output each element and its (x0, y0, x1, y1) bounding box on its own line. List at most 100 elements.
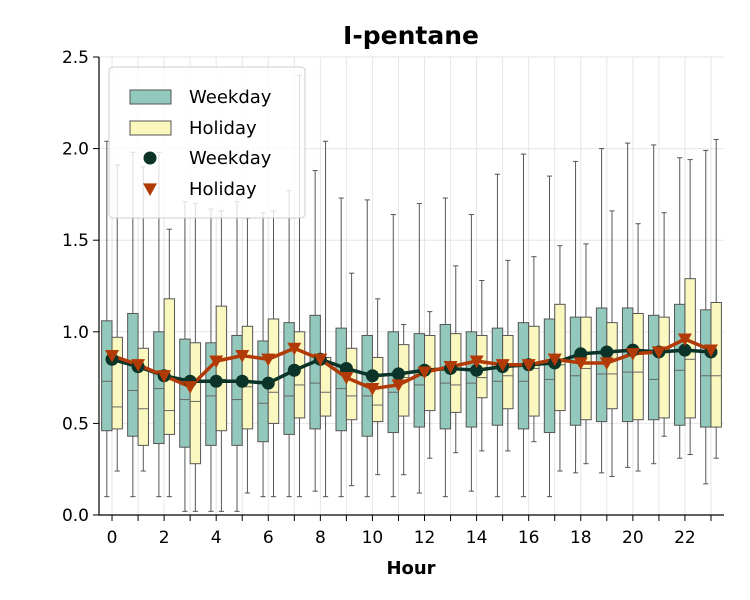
weekday-mean-point (339, 361, 353, 375)
holiday-mean-point (261, 353, 276, 367)
weekday-box (179, 201, 191, 512)
weekday-box (335, 197, 347, 498)
box-body (491, 327, 504, 426)
box-body (179, 338, 191, 448)
legend: Weekday Holiday Weekday Holiday (108, 66, 306, 219)
holiday-mean-point (573, 357, 588, 370)
box-body (700, 309, 712, 428)
box-body (710, 301, 722, 428)
weekday-box (595, 148, 608, 474)
weekday-mean-point (287, 363, 301, 377)
holiday-box (424, 311, 436, 459)
holiday-box (710, 138, 722, 459)
holiday-mean-point (209, 355, 224, 369)
box-body (153, 331, 165, 445)
x-tick-label: 18 (570, 528, 592, 548)
holiday-mean-point (131, 359, 146, 372)
holiday-mean-point (391, 379, 406, 392)
weekday-mean-point (470, 363, 484, 377)
holiday-mean-point (677, 333, 692, 347)
x-axis-label: Hour (386, 558, 435, 579)
weekday-box (465, 214, 478, 492)
holiday-mean-point (469, 355, 484, 369)
weekday-mean-point (600, 345, 614, 359)
box-body (189, 342, 202, 465)
holiday-box (345, 272, 358, 487)
y-tick-label: 2.0 (62, 140, 89, 160)
weekday-box (361, 199, 373, 498)
holiday-mean-point (651, 346, 666, 359)
x-tick-label: 16 (518, 528, 540, 548)
holiday-mean-point (157, 370, 172, 383)
legend-label: Weekday (189, 87, 272, 108)
weekday-box (439, 197, 452, 498)
box-body (517, 322, 530, 430)
legend-item: Holiday (143, 179, 257, 200)
x-tick-label: 12 (414, 528, 436, 548)
box-body (465, 331, 478, 428)
holiday-box (632, 223, 644, 472)
weekday-mean-point (209, 374, 223, 388)
holiday-box (319, 140, 332, 498)
box-body (137, 347, 149, 446)
holiday-mean-point (339, 372, 354, 385)
x-tick-label: 8 (315, 528, 326, 548)
weekday-box (491, 173, 504, 498)
holiday-box (606, 210, 618, 478)
box-body (111, 336, 123, 430)
holiday-mean-point (521, 359, 536, 372)
holiday-box (684, 159, 696, 456)
x-tick-label: 2 (159, 528, 170, 548)
box-body (267, 318, 280, 424)
box-body (647, 314, 660, 421)
holiday-box (267, 210, 280, 498)
weekday-mean-point (574, 347, 588, 361)
holiday-box (450, 265, 462, 454)
holiday-mean-point (547, 353, 562, 367)
box-body (621, 307, 634, 423)
weekday-mean-point (235, 374, 249, 388)
legend-item: Holiday (129, 118, 257, 139)
x-tick-label: 10 (362, 528, 384, 548)
weekday-box (543, 175, 556, 498)
axis-layer: 0.0 0.5 1.0 1.5 2.0 2.5 0 2 4 6 8 10 12 14 16 18 20 22 (62, 48, 724, 548)
holiday-box (528, 256, 540, 443)
box-body (543, 318, 556, 434)
x-tick-label: 22 (674, 528, 696, 548)
box-body (569, 316, 582, 426)
holiday-mean-point (417, 366, 432, 380)
legend-swatch (129, 89, 172, 105)
holiday-mean-point (599, 357, 614, 370)
holiday-mean-point (495, 359, 510, 372)
box-body (658, 316, 670, 419)
weekday-box (413, 203, 426, 494)
box-body (283, 322, 295, 435)
weekday-mean-point (365, 369, 379, 383)
box-body (528, 325, 540, 417)
holiday-box (502, 259, 514, 452)
holiday-box (580, 243, 592, 465)
box-body (632, 312, 644, 421)
legend-label: Holiday (189, 118, 257, 139)
x-tick-label: 6 (263, 528, 274, 548)
box-body (674, 303, 686, 426)
x-tick-label: 14 (466, 528, 488, 548)
box-body (101, 320, 113, 432)
y-tick-label: 0.5 (62, 414, 89, 434)
x-tick-label: 0 (107, 528, 118, 548)
box-body (439, 323, 452, 430)
weekday-box (700, 149, 712, 485)
holiday-mean-point (235, 350, 250, 363)
weekday-box (647, 144, 660, 465)
legend-swatch (129, 120, 172, 136)
legend-label: Weekday (189, 148, 272, 169)
weekday-mean-point (678, 343, 692, 357)
y-tick-label: 2.5 (62, 48, 89, 68)
holiday-box (163, 228, 176, 498)
box-body (309, 314, 321, 430)
holiday-mean-point (703, 344, 718, 358)
weekday-mean-point (391, 367, 405, 381)
weekday-box (309, 170, 321, 492)
weekday-box (387, 214, 399, 498)
